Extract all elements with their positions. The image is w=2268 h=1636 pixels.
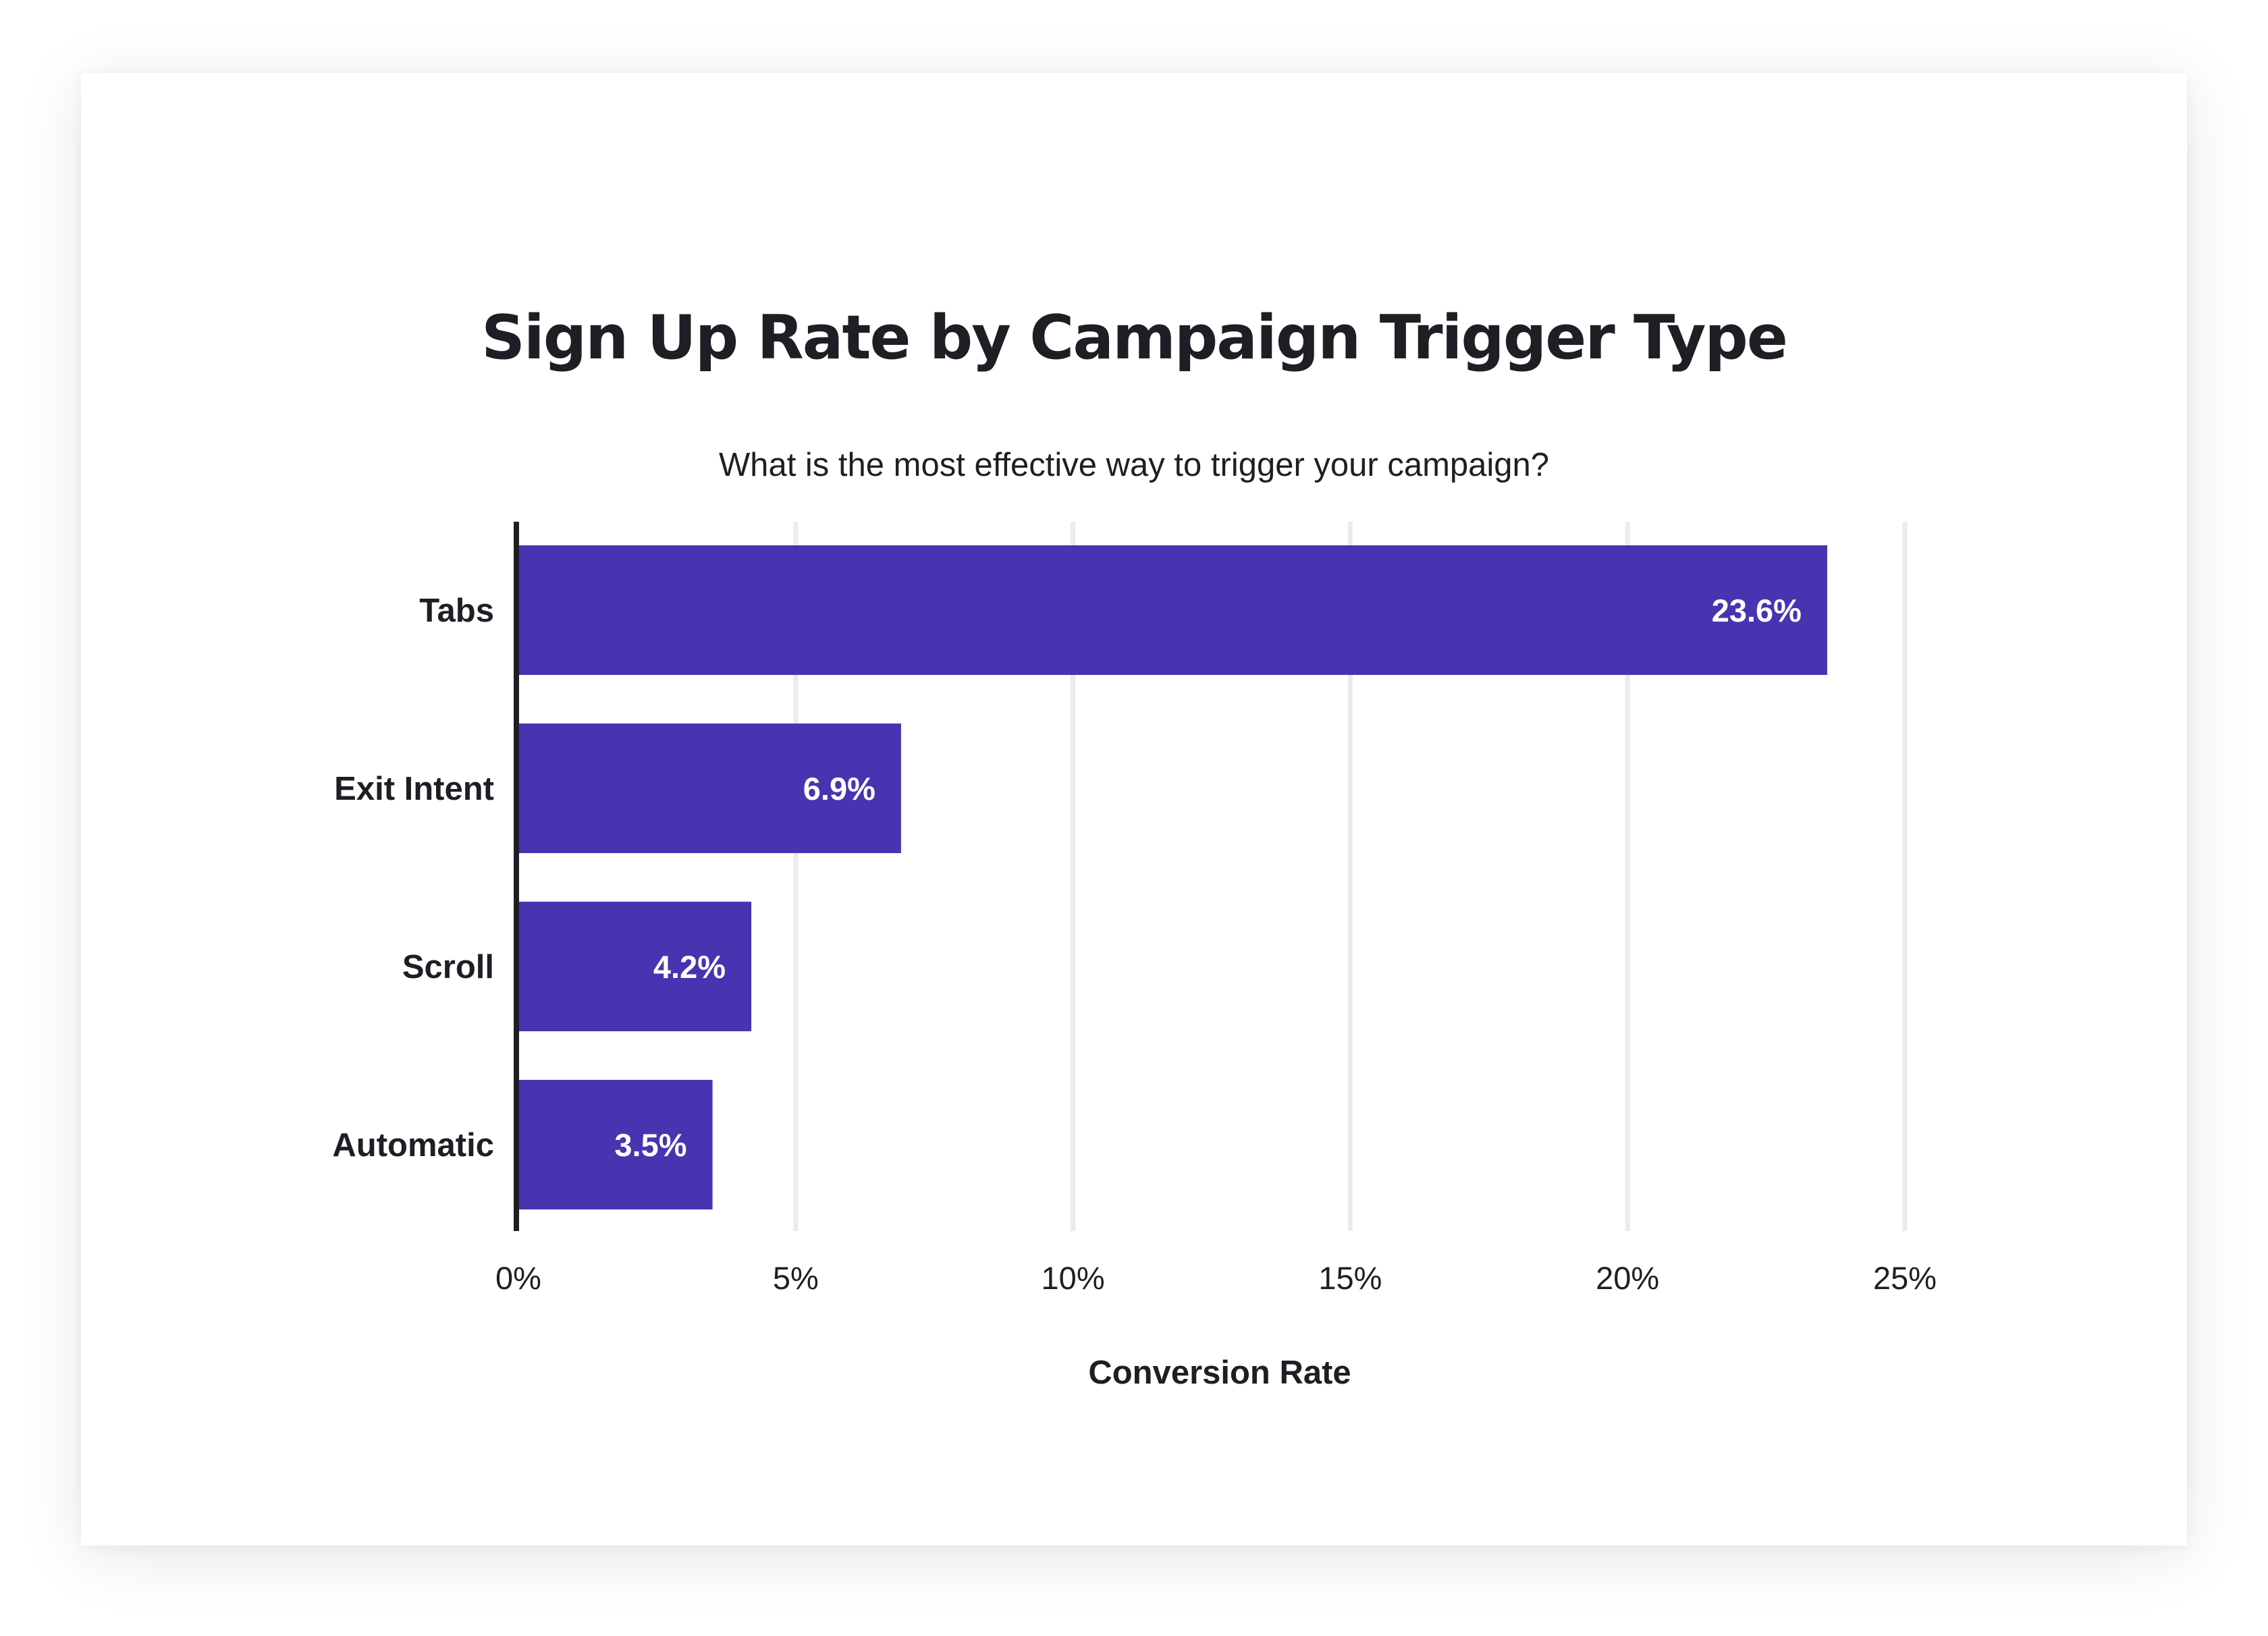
bar: [518, 1080, 713, 1209]
x-tick-label: 15%: [1318, 1260, 1382, 1296]
value-label: 4.2%: [653, 949, 726, 985]
x-tick-label: 20%: [1596, 1260, 1659, 1296]
chart-subtitle: What is the most effective way to trigge…: [718, 447, 1550, 483]
category-label: Tabs: [419, 593, 494, 629]
labels: 0% 5% 10% 15% 20% 25% Tabs 23.6% Exit Intent 6.9%…: [332, 593, 1937, 1391]
x-tick-label: 0%: [495, 1260, 541, 1296]
bar: [518, 545, 1827, 675]
x-tick-label: 25%: [1873, 1260, 1937, 1296]
bar: [518, 902, 752, 1031]
bars: [518, 545, 1827, 1209]
x-tick-label: 10%: [1042, 1260, 1105, 1296]
x-axis-title: Conversion Rate: [1088, 1355, 1351, 1391]
value-label: 23.6%: [1712, 593, 1802, 628]
category-label: Scroll: [402, 949, 494, 985]
x-tick-label: 5%: [773, 1260, 819, 1296]
bar: [518, 724, 901, 853]
value-label: 6.9%: [803, 771, 875, 807]
category-label: Automatic: [332, 1127, 494, 1164]
bar-chart: 0% 5% 10% 15% 20% 25% Tabs 23.6% Exit Intent 6.9%…: [332, 522, 1937, 1391]
value-label: 3.5%: [614, 1127, 686, 1163]
chart-card: Sign Up Rate by Campaign Trigger Type Wh…: [81, 73, 2187, 1546]
chart-title: Sign Up Rate by Campaign Trigger Type: [481, 302, 1788, 373]
category-label: Exit Intent: [334, 771, 494, 807]
